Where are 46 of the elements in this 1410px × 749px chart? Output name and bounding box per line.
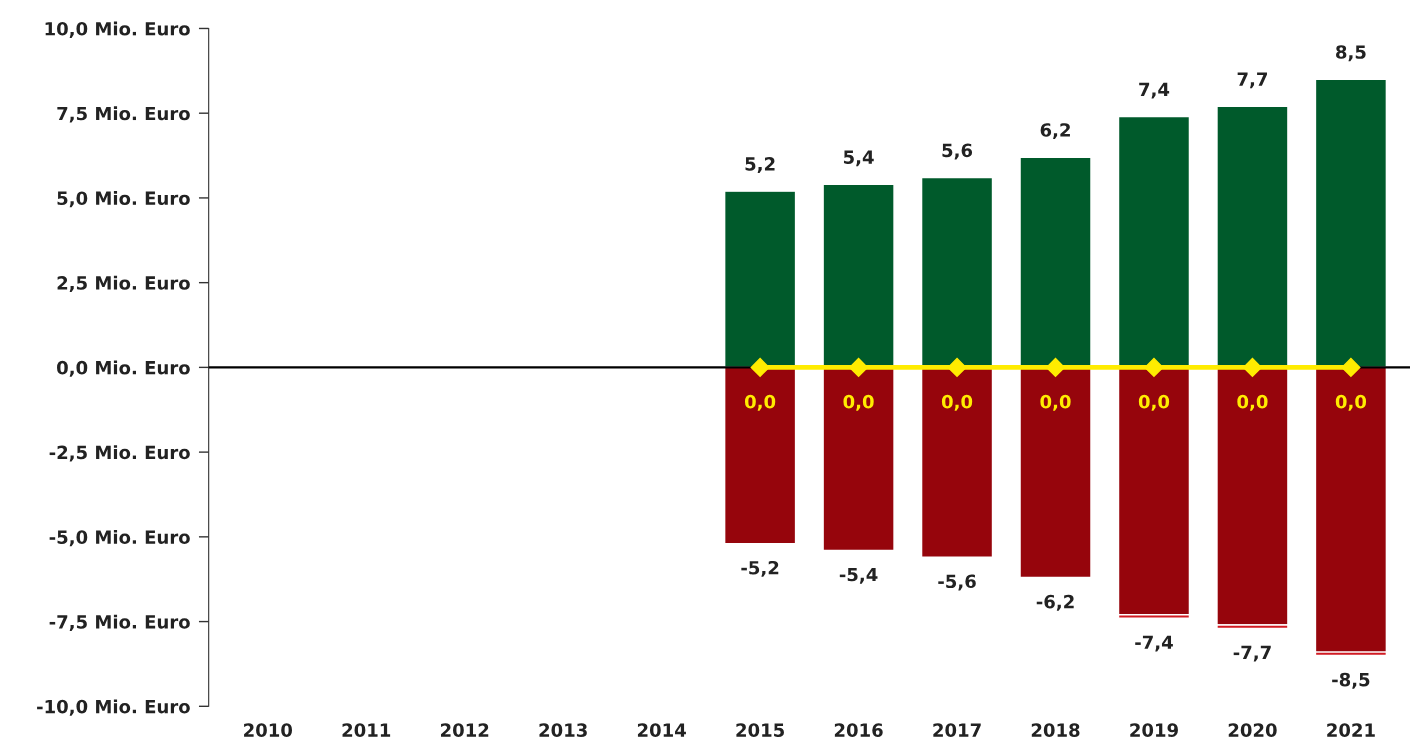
x-tick-label: 2013 xyxy=(539,723,587,737)
annotation: -5,4 xyxy=(839,567,878,584)
data-label: 5,2 xyxy=(745,157,775,174)
data-label: 0,0 xyxy=(1138,394,1170,411)
data-label: 0,0 xyxy=(1237,394,1268,411)
x-tick-label: 2018 xyxy=(1031,723,1080,737)
y-tick-label: -2,5 Mio. Euro xyxy=(49,445,190,462)
data-label: 0,0 xyxy=(941,394,973,411)
data-label: 5,4 xyxy=(843,150,874,167)
bar xyxy=(723,366,797,545)
data-label: 6,2 xyxy=(1040,123,1070,140)
data-label: 8,5 xyxy=(1336,45,1366,62)
bar xyxy=(723,190,797,369)
bar xyxy=(1314,366,1388,653)
bar xyxy=(1314,78,1388,369)
data-label: 0,0 xyxy=(744,394,776,411)
annotation: -7,7 xyxy=(1233,645,1271,662)
data-label: 0,0 xyxy=(1040,394,1071,411)
x-tick-label: 2011 xyxy=(342,723,391,737)
y-tick-label: -7,5 Mio. Euro xyxy=(49,614,190,631)
x-tick-label: 2014 xyxy=(637,723,686,737)
x-tick-label: 2010 xyxy=(244,723,293,737)
data-label: 0,0 xyxy=(843,394,874,411)
y-tick-label: -5,0 Mio. Euro xyxy=(49,529,190,547)
data-label: 5,6 xyxy=(942,143,973,160)
x-tick-label: 2015 xyxy=(736,723,784,737)
x-tick-label: 2020 xyxy=(1228,723,1277,737)
data-label: 0,0 xyxy=(1335,394,1367,411)
x-tick-label: 2012 xyxy=(441,723,489,737)
x-tick-label: 2021 xyxy=(1327,723,1375,737)
y-tick-label: -10,0 Mio. Euro xyxy=(37,699,190,716)
data-label: 7,4 xyxy=(1139,82,1170,99)
annotation: -5,2 xyxy=(741,560,779,577)
annotation: -8,5 xyxy=(1332,672,1370,689)
annotation: -6,2 xyxy=(1036,594,1074,611)
y-tick-label: 7,5 Mio. Euro xyxy=(57,106,190,123)
annotation: -5,6 xyxy=(938,574,976,591)
y-tick-label: 2,5 Mio. Euro xyxy=(57,275,190,293)
x-tick-label: 2017 xyxy=(933,723,981,737)
y-tick-label: 0,0 Mio. Euro xyxy=(57,360,190,377)
x-tick-label: 2019 xyxy=(1130,723,1178,737)
y-tick-label: 5,0 Mio. Euro xyxy=(57,191,190,208)
y-tick-label: 10,0 Mio. Euro xyxy=(45,21,190,38)
annotation: -7,4 xyxy=(1135,635,1173,652)
x-tick-label: 2016 xyxy=(834,723,883,737)
data-label: 7,7 xyxy=(1237,72,1268,89)
